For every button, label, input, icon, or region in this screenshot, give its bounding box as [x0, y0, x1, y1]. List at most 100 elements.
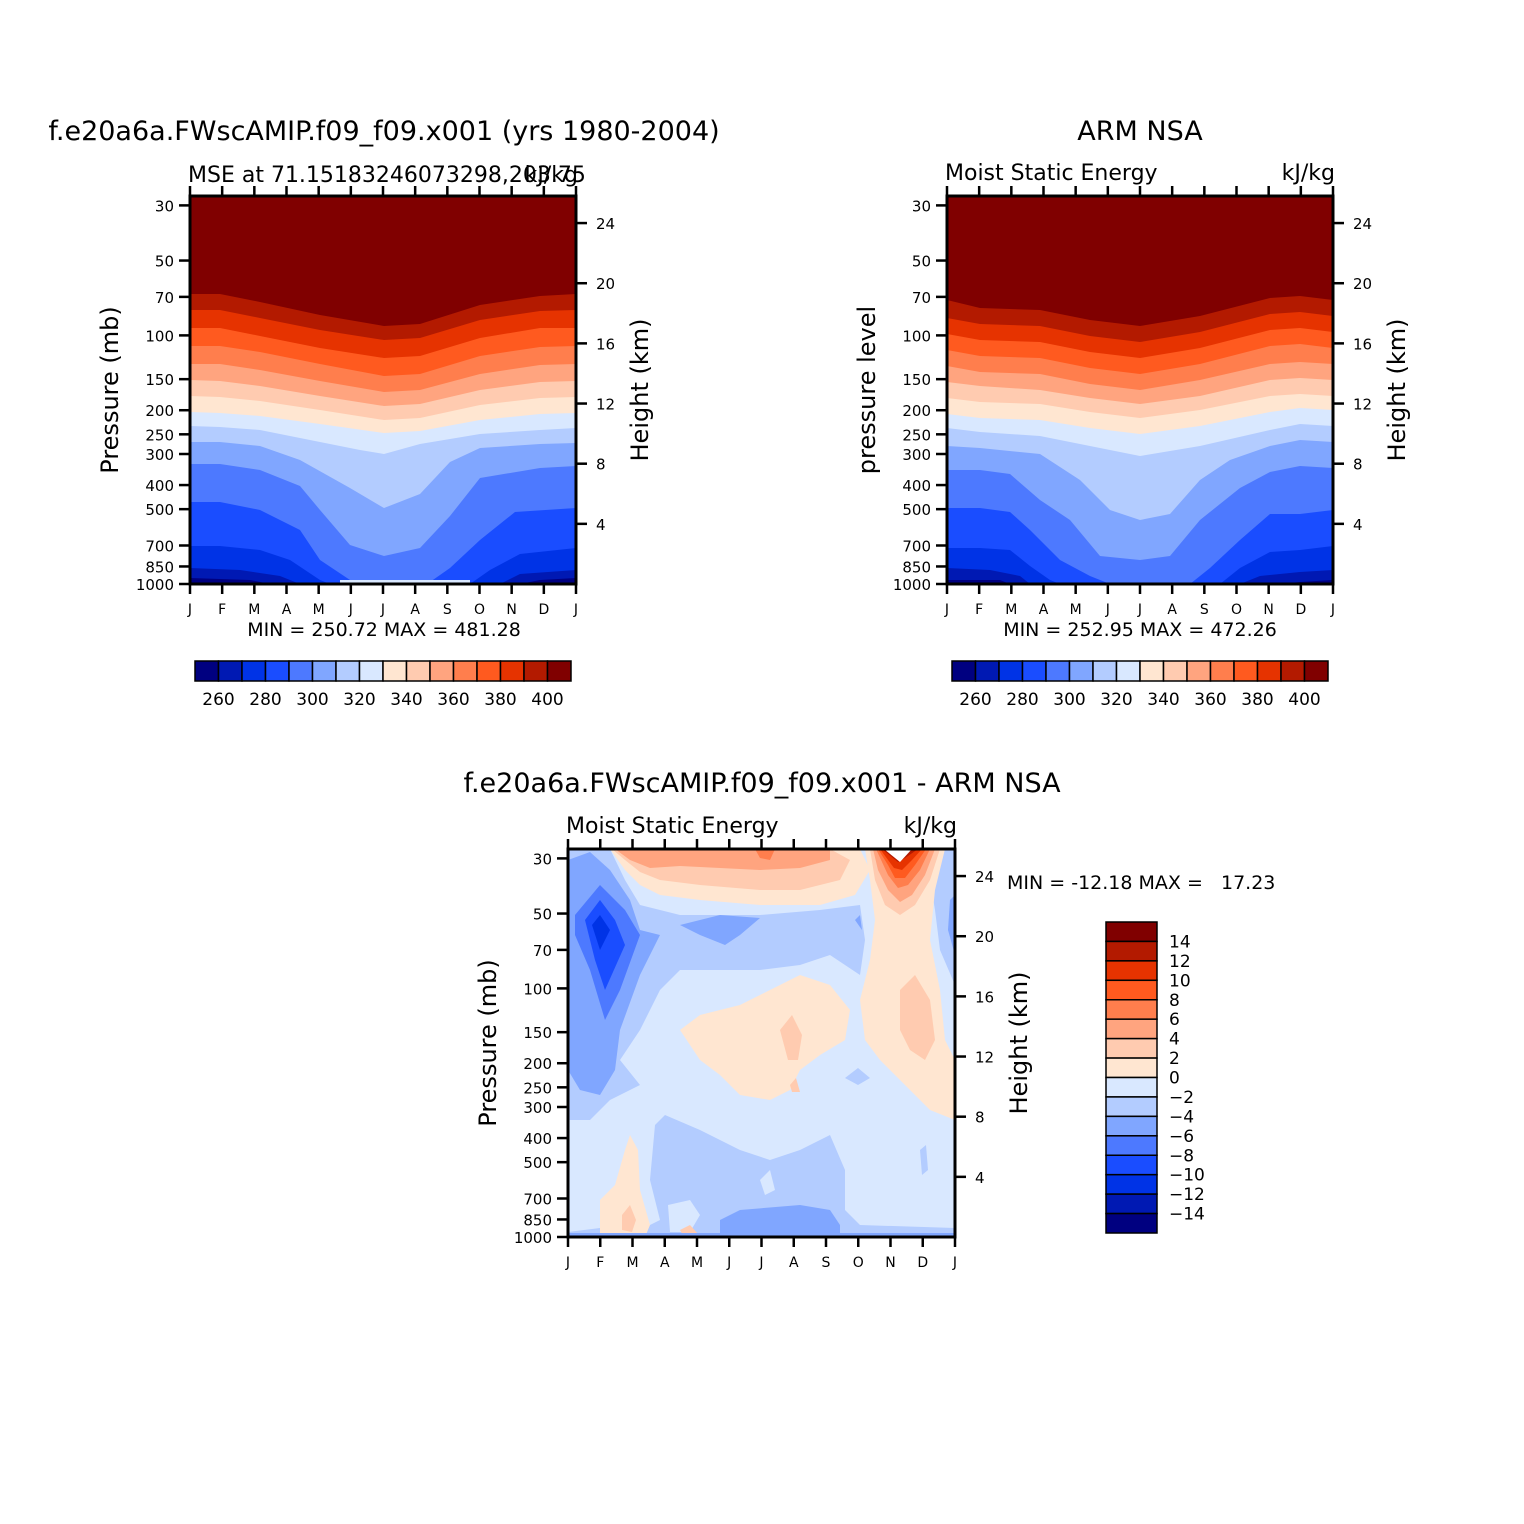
colorbar-swatch [1233, 660, 1259, 682]
band [668, 1200, 700, 1232]
panel-obs-subtitle-right: kJ/kg [1282, 161, 1335, 186]
panel-diff-title: f.e20a6a.FWscAMIP.f09_f09.x001 - ARM NSA [463, 768, 1061, 799]
y-tick-label: 150 [145, 371, 174, 389]
panel-obs-ylabel: pressure level [853, 306, 881, 474]
y-tick-label: 250 [523, 1079, 552, 1097]
y-tick-label: 70 [155, 289, 174, 307]
y-tick-label: 400 [523, 1130, 552, 1148]
x-tick-label: O [1231, 602, 1242, 618]
colorbar-swatch [311, 660, 337, 682]
x-tick-label: N [1263, 602, 1273, 618]
y-tick-label-right: 4 [596, 516, 606, 534]
band [615, 849, 830, 870]
colorbar-swatch [476, 660, 502, 682]
y-tick-label: 30 [533, 850, 552, 868]
panel-obs-stats: MIN = 252.95 MAX = 472.26 [1003, 619, 1277, 641]
colorbar-label: 4 [1169, 1030, 1180, 1050]
colorbar-label: 300 [296, 690, 328, 710]
band [568, 849, 865, 1120]
band [592, 915, 610, 950]
x-tick-label: A [1039, 602, 1049, 618]
panel-obs-ylabel-right: Height (km) [1383, 319, 1411, 462]
y-tick-label-right: 4 [975, 1169, 985, 1187]
colorbar-swatch [1280, 660, 1306, 682]
colorbar-swatch [1105, 1096, 1158, 1118]
colorbar-label: 380 [484, 690, 516, 710]
y-tick-label-right: 8 [1353, 456, 1363, 474]
y-tick-label: 850 [902, 558, 931, 576]
colorbar-label: 260 [959, 690, 991, 710]
y-tick-label: 850 [145, 558, 174, 576]
band [900, 975, 935, 1060]
y-tick-label-right: 8 [596, 456, 606, 474]
colorbar-swatch [1162, 660, 1188, 682]
band [920, 1145, 928, 1175]
panel-diff-subtitle-right: kJ/kg [904, 814, 957, 839]
band [947, 508, 1333, 584]
colorbar-swatch [1115, 660, 1141, 682]
y-tick-label: 500 [902, 501, 931, 519]
colorbar-swatch [405, 660, 431, 682]
colorbar-swatch [1105, 999, 1158, 1020]
y-tick-label-right: 8 [975, 1109, 985, 1127]
colorbar-label: −6 [1169, 1127, 1194, 1147]
colorbar-label: −10 [1169, 1166, 1205, 1186]
y-tick-label: 50 [912, 253, 931, 271]
colorbar-label: 380 [1241, 690, 1273, 710]
x-tick-label: D [538, 602, 549, 618]
y-tick-label: 100 [902, 327, 931, 345]
panel-model-contours [190, 196, 576, 584]
y-tick-label: 850 [523, 1211, 552, 1229]
y-tick-label: 400 [145, 477, 174, 495]
panel-model-colorbar: 260 280 300 320 340 360 380 400 [194, 660, 572, 710]
y-tick-label-right: 24 [1353, 215, 1372, 233]
colorbar-swatch [1105, 940, 1158, 962]
x-tick-label: J [952, 1255, 957, 1271]
x-tick-label: F [975, 602, 983, 618]
x-tick-label: D [917, 1255, 928, 1271]
y-tick-label-right: 12 [975, 1049, 994, 1067]
y-tick-label: 700 [523, 1190, 552, 1208]
x-tick-label: M [1070, 602, 1082, 618]
panel-model-ylabel: Pressure (mb) [96, 306, 124, 473]
panel-model-stats: MIN = 250.72 MAX = 481.28 [247, 619, 521, 641]
colorbar-label: 10 [1169, 971, 1191, 991]
y-tick-label: 100 [145, 327, 174, 345]
colorbar-label: 400 [531, 690, 563, 710]
panel-diff-stats: MIN = -12.18 MAX = 17.23 [1007, 872, 1275, 894]
colorbar-swatch [499, 660, 525, 682]
x-tick-label: J [187, 602, 192, 618]
y-tick-label: 250 [145, 426, 174, 444]
y-tick-label: 200 [523, 1055, 552, 1073]
panel-model-ylabel-right: Height (km) [626, 319, 654, 462]
x-tick-label: F [596, 1255, 604, 1271]
colorbar-swatch [1139, 660, 1165, 682]
band [720, 1205, 840, 1237]
y-tick-label: 250 [902, 426, 931, 444]
x-tick-label: S [443, 602, 452, 618]
panel-diff-contours [568, 849, 955, 1237]
y-tick-label: 700 [902, 537, 931, 555]
y-tick-label: 150 [523, 1024, 552, 1042]
colorbar-swatch [358, 660, 384, 682]
colorbar-swatch [546, 660, 572, 682]
colorbar-swatch [194, 660, 220, 682]
colorbar-swatch [1105, 1076, 1158, 1098]
colorbar-label: 280 [249, 690, 281, 710]
panel-obs-title: ARM NSA [1077, 116, 1203, 147]
colorbar-swatch [1105, 960, 1158, 982]
x-tick-label: J [573, 602, 578, 618]
colorbar-swatch [288, 660, 314, 682]
y-tick-label-right: 24 [975, 868, 994, 886]
colorbar-label: 260 [202, 690, 234, 710]
colorbar-swatch [1105, 979, 1158, 1001]
colorbar-label: 280 [1006, 690, 1038, 710]
panel-diff-ylabel: Pressure (mb) [474, 959, 502, 1126]
colorbar-swatch [1105, 1212, 1158, 1234]
colorbar-swatch [974, 660, 1000, 682]
colorbar-swatch [1092, 660, 1118, 682]
colorbar-swatch [1105, 1193, 1158, 1215]
x-tick-label: J [726, 1255, 731, 1271]
colorbar-swatch [1068, 660, 1094, 682]
